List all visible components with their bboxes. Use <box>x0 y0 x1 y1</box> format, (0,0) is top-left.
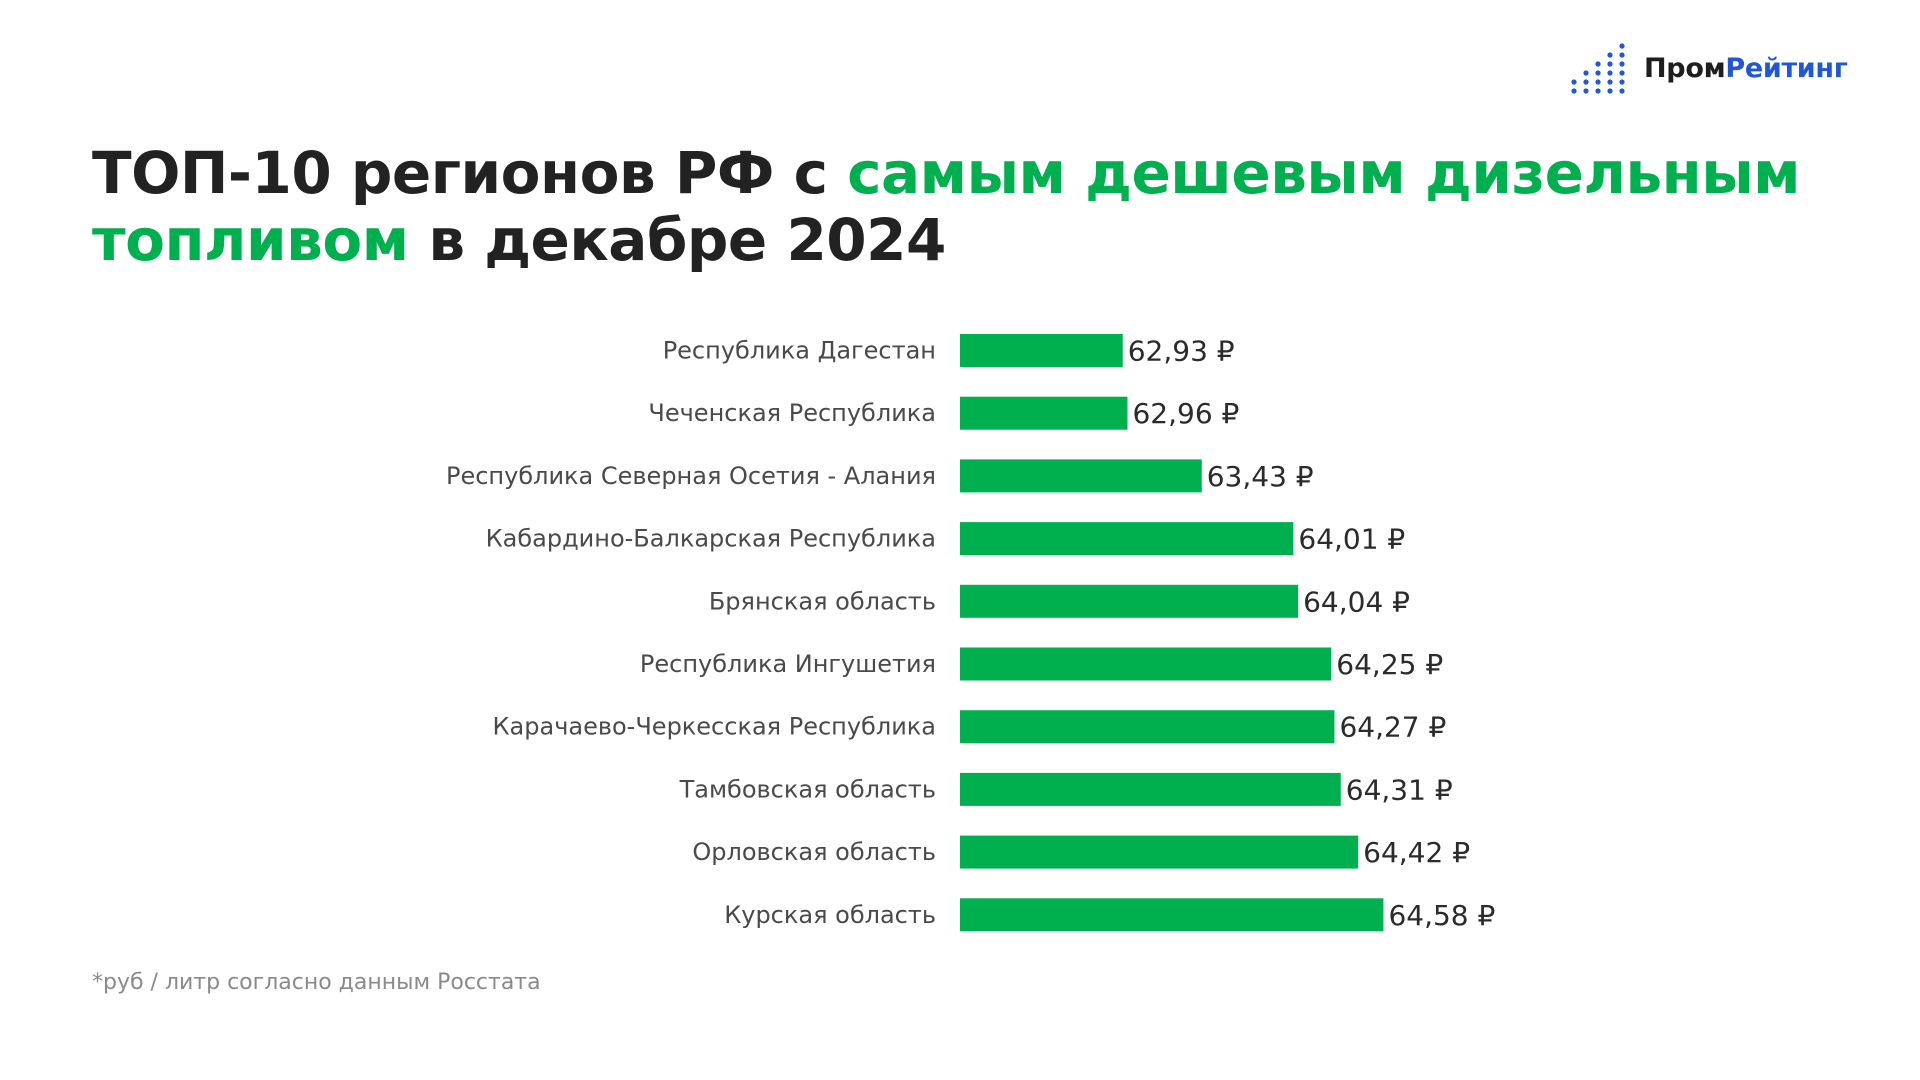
logo-dot <box>1607 52 1613 58</box>
logo-dot <box>1595 88 1601 94</box>
bar <box>960 772 1341 806</box>
dot-bars-icon <box>1571 43 1625 94</box>
logo-dot <box>1583 70 1589 76</box>
logo-dot <box>1607 88 1613 94</box>
data-label: 62,96 ₽ <box>1132 397 1239 430</box>
data-label: 62,93 ₽ <box>1128 335 1235 368</box>
bar <box>960 898 1384 932</box>
category-label: Тамбовская область <box>679 775 936 803</box>
data-label: 64,01 ₽ <box>1298 523 1405 556</box>
title-part3: в декабре 2024 <box>408 206 946 274</box>
brand-logo: ПромРейтинг <box>1568 40 1848 96</box>
category-label: Орловская область <box>692 838 936 866</box>
page-title: ТОП-10 регионов РФ с самым дешевым дизел… <box>92 140 1852 274</box>
logo-dot <box>1619 88 1625 94</box>
bar <box>960 584 1299 618</box>
data-label: 64,04 ₽ <box>1303 585 1410 618</box>
logo-dot <box>1595 61 1601 67</box>
bar <box>960 396 1128 430</box>
logo-dot <box>1607 70 1613 76</box>
logo-dot <box>1619 70 1625 76</box>
category-label: Республика Ингушетия <box>640 650 936 678</box>
data-label: 64,27 ₽ <box>1339 711 1446 744</box>
category-label: Курская область <box>724 901 936 929</box>
bar <box>960 459 1202 493</box>
logo-dot <box>1619 43 1625 49</box>
logo-dot <box>1619 61 1625 67</box>
title-accent: самым дешевым дизельным топливом <box>92 139 1801 274</box>
brand-name-part2: Рейтинг <box>1725 52 1848 84</box>
bar-chart: Республика Дагестан 62,93 ₽ Чеченская Респ… <box>446 334 1495 932</box>
bar <box>960 334 1123 367</box>
logo-dot <box>1607 79 1613 85</box>
category-label: Республика Дагестан <box>663 337 936 365</box>
category-label: Брянская область <box>709 587 936 615</box>
category-label: Карачаево-Черкесская Республика <box>493 713 936 741</box>
logo-dot <box>1607 61 1613 67</box>
bar <box>960 522 1294 556</box>
data-label: 64,42 ₽ <box>1363 836 1470 869</box>
category-label: Кабардино-Балкарская Республика <box>486 525 936 553</box>
logo-dot <box>1619 52 1625 58</box>
brand-name: ПромРейтинг <box>1644 53 1848 84</box>
logo-dot <box>1583 79 1589 85</box>
category-label: Чеченская Республика <box>648 399 936 427</box>
data-label: 63,43 ₽ <box>1207 460 1314 493</box>
logo-dot <box>1571 79 1577 85</box>
title-part1: ТОП-10 регионов РФ с <box>92 139 848 207</box>
data-label: 64,58 ₽ <box>1388 899 1495 932</box>
bar <box>960 647 1332 681</box>
logo-dot <box>1619 79 1625 85</box>
data-label: 64,25 ₽ <box>1336 648 1443 681</box>
footnote: *руб / литр согласно данным Росстата <box>92 970 541 995</box>
data-label: 64,31 ₽ <box>1346 773 1453 806</box>
logo-dot <box>1595 79 1601 85</box>
category-label: Республика Северная Осетия - Алания <box>446 462 936 490</box>
bar <box>960 835 1359 869</box>
logo-dot <box>1583 88 1589 94</box>
brand-name-part1: Пром <box>1644 52 1726 84</box>
bar <box>960 710 1335 744</box>
logo-dot <box>1571 88 1577 94</box>
logo-dot <box>1595 70 1601 76</box>
